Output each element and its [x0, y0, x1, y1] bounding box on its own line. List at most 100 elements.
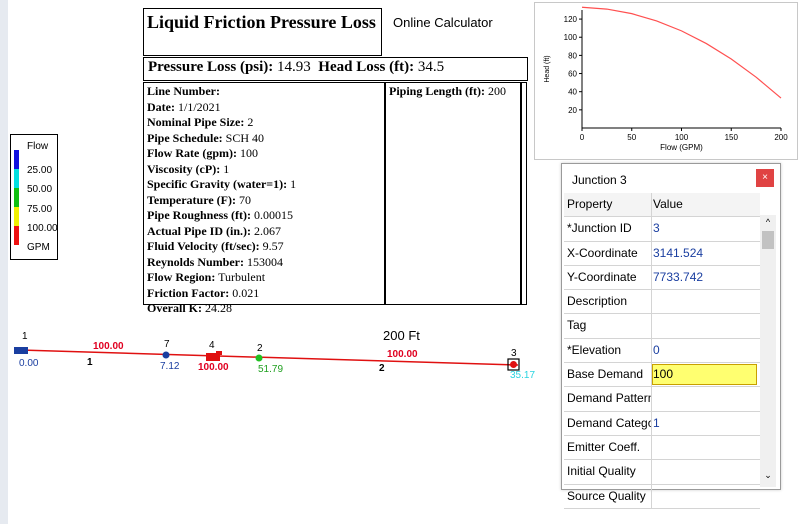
legend-label-2: 50.00 — [27, 184, 53, 195]
x-tick-label: 150 — [725, 133, 739, 142]
pump-icon[interactable] — [206, 351, 222, 361]
property-name: Demand Categories — [567, 415, 651, 430]
scroll-thumb[interactable] — [762, 231, 774, 249]
input-row-label: Pipe Schedule: — [147, 130, 223, 145]
input-row: Actual Pipe ID (in.): 2.067 — [147, 224, 296, 240]
input-row: Fluid Velocity (ft/sec): 9.57 — [147, 239, 296, 255]
input-row-value: 100 — [239, 146, 258, 160]
property-value[interactable]: 0 — [653, 342, 660, 357]
property-row[interactable]: *Junction ID 3 — [564, 217, 760, 242]
property-name: Y-Coordinate — [567, 269, 637, 284]
property-row[interactable]: Initial Quality — [564, 460, 760, 485]
pump-curve-chart: 20 40 60 80 100 120 0 50 100 150 200 Flow (GPM) Head… — [544, 6, 788, 152]
property-row[interactable]: Y-Coordinate 7733.742 — [564, 265, 760, 291]
legend-swatch-2 — [14, 169, 19, 188]
legend-title: Flow — [27, 141, 49, 152]
input-row-value: 1 — [223, 161, 230, 176]
input-row-label: Pipe Roughness (ft): — [147, 208, 251, 222]
node-2-id: 2 — [257, 343, 263, 354]
y-tick-label: 40 — [568, 88, 577, 97]
property-value[interactable]: 3141.524 — [653, 245, 704, 260]
piping-length: Piping Length (ft): 200 — [389, 84, 506, 99]
length-value: 200 — [383, 328, 405, 343]
scroll-down-icon[interactable]: ⌄ — [764, 470, 772, 480]
node-2-icon[interactable] — [255, 354, 263, 362]
scrollbar[interactable]: ^ ⌄ — [760, 215, 776, 487]
input-row: Reynolds Number: 153004 — [147, 255, 296, 271]
property-row[interactable]: *Elevation 0 — [564, 338, 760, 364]
legend-unit: GPM — [27, 242, 50, 253]
piping-box — [385, 82, 521, 305]
legend-swatch-3 — [14, 188, 19, 207]
length-unit: Ft — [408, 328, 420, 343]
input-row-value: 2.067 — [254, 223, 281, 238]
node-7-value: 7.12 — [160, 361, 180, 372]
property-value[interactable]: 1 — [653, 415, 660, 430]
node-7-icon[interactable] — [162, 351, 170, 359]
title-box — [143, 8, 382, 56]
node-4-id: 4 — [209, 340, 215, 351]
link-1-id: 1 — [87, 357, 93, 368]
input-row-label: Line Number: — [147, 84, 220, 98]
property-row[interactable]: Tag — [564, 314, 760, 339]
input-row: Friction Factor: 0.021 — [147, 286, 296, 302]
network-map — [14, 347, 520, 371]
base-demand-input[interactable] — [652, 364, 757, 386]
input-row: Specific Gravity (water=1): 1 — [147, 177, 296, 193]
input-row-value: 9.57 — [262, 239, 284, 253]
property-value[interactable]: 7733.742 — [653, 269, 704, 284]
close-button[interactable]: × — [756, 169, 774, 187]
input-row-label: Fluid Velocity (ft/sec): — [147, 239, 260, 253]
property-name: Description — [567, 294, 628, 309]
input-row: Flow Region: Turbulent — [147, 270, 296, 286]
property-row[interactable]: Demand Categories1 — [564, 411, 760, 436]
y-tick-label: 120 — [564, 15, 578, 24]
property-name: *Elevation — [567, 342, 622, 357]
input-row-value: 2 — [247, 115, 254, 129]
property-row[interactable]: Base Demand 100 — [564, 363, 760, 388]
property-row[interactable]: X-Coordinate 3141.524 — [564, 241, 760, 266]
input-row: Flow Rate (gpm): 100 — [147, 146, 296, 162]
link-2-id: 2 — [379, 363, 385, 374]
property-row[interactable]: Source Quality — [564, 484, 760, 509]
legend-swatch-1 — [14, 150, 19, 169]
input-row-label: Nominal Pipe Size: — [147, 115, 245, 129]
scroll-up-icon[interactable]: ^ — [765, 217, 771, 227]
input-row-value: Turbulent — [218, 270, 266, 284]
flow-legend: Flow 25.00 50.00 75.00 100.00 GPM — [10, 134, 58, 260]
legend-swatch-4 — [14, 207, 19, 226]
property-name: Demand Pattern — [567, 391, 651, 406]
input-row-value: 24.28 — [204, 301, 232, 315]
input-row: Nominal Pipe Size: 2 — [147, 115, 296, 131]
property-row[interactable]: Demand Pattern — [564, 387, 760, 412]
reservoir-icon[interactable] — [14, 347, 28, 354]
pump-curve-line — [581, 6, 782, 99]
junction-3-icon[interactable] — [507, 358, 520, 371]
property-value[interactable]: 100 — [653, 367, 674, 382]
y-tick-label: 60 — [568, 70, 577, 79]
property-row[interactable]: Emitter Coeff. — [564, 435, 760, 461]
y-tick-label: 20 — [568, 106, 577, 115]
head-loss-value: 34.5 — [417, 59, 445, 75]
property-value[interactable]: 3 — [653, 221, 660, 236]
calculator-subtitle: Online Calculator — [393, 15, 493, 30]
link-2-flow: 100.00 — [387, 349, 418, 360]
legend-swatch-5 — [14, 226, 19, 245]
input-row: Line Number: — [147, 84, 296, 100]
property-row[interactable]: Description — [564, 290, 760, 315]
y-tick-label: 100 — [564, 33, 578, 42]
input-row-value: 153004 — [247, 254, 284, 269]
input-details: Line Number: Date: 1/1/2021 Nominal Pipe … — [147, 84, 296, 317]
input-row-label: Overall K: — [147, 301, 202, 315]
legend-label-4: 100.00 — [27, 223, 58, 234]
pressure-loss-value: 14.93 — [277, 59, 311, 75]
input-row-value: 0.00015 — [254, 208, 293, 222]
input-row-label: Date: — [147, 99, 175, 114]
node-1-id: 1 — [22, 331, 28, 342]
x-axis-label: Flow (GPM) — [660, 143, 703, 152]
input-row-label: Flow Rate (gpm): — [147, 146, 237, 160]
input-row-label: Viscosity (cP): — [147, 161, 221, 176]
node-1-value: 0.00 — [19, 358, 39, 369]
node-2-value: 51.79 — [258, 364, 284, 375]
input-row-label: Actual Pipe ID (in.): — [147, 223, 251, 238]
